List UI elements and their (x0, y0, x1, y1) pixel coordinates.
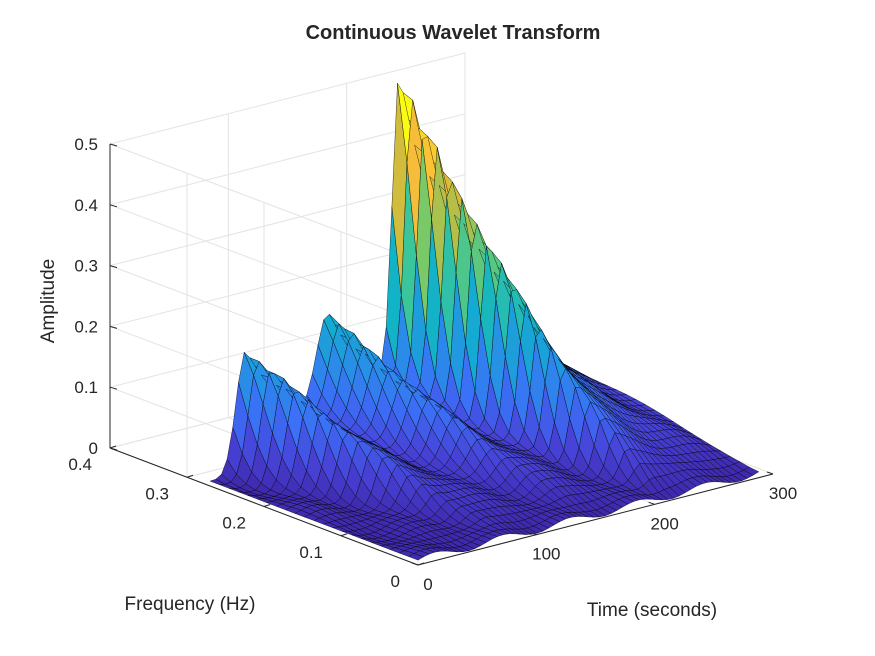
y-tick-mark (340, 533, 348, 537)
z-tick-mark (109, 204, 118, 208)
y-tick-mark (186, 474, 194, 478)
y-tick-mark (109, 445, 117, 449)
chart-title: Continuous Wavelet Transform (306, 22, 601, 44)
y-tick-label: 0.2 (222, 514, 246, 533)
z-tick-label: 0 (89, 439, 98, 458)
surface-patch (743, 466, 760, 476)
z-tick-label: 0.2 (74, 317, 98, 336)
x-tick-mark (530, 532, 537, 536)
z-tick-label: 0.1 (74, 378, 98, 397)
x-tick-mark (648, 501, 655, 505)
x-tick-label: 0 (423, 575, 432, 594)
y-tick-label: 0.3 (145, 484, 169, 503)
x-tick-label: 200 (650, 514, 678, 533)
z-tick-mark (109, 447, 118, 451)
surface-plot (209, 83, 760, 561)
z-tick-mark (109, 143, 118, 147)
z-axis-label: Amplitude (38, 259, 59, 344)
y-tick-mark (263, 504, 271, 507)
y-tick-label: 0 (391, 572, 400, 591)
x-axis-line (417, 473, 774, 566)
y-tick-label: 0.1 (299, 543, 323, 562)
y-tick-label: 0.4 (68, 455, 92, 474)
z-tick-mark (109, 386, 118, 390)
x-tick-mark (411, 562, 419, 566)
x-tick-label: 300 (769, 484, 797, 503)
x-axis-label: Time (seconds) (587, 600, 717, 621)
grid-line-z-back-wall (109, 52, 466, 145)
z-tick-label: 0.3 (74, 257, 98, 276)
z-tick-label: 0.5 (74, 135, 98, 154)
z-tick-mark (109, 265, 118, 269)
x-tick-label: 100 (532, 545, 560, 564)
x-tick-mark (766, 471, 774, 475)
z-tick-label: 0.4 (74, 196, 98, 215)
z-tick-mark (109, 325, 118, 329)
y-tick-mark (417, 562, 425, 566)
y-axis-label: Frequency (Hz) (125, 594, 256, 615)
